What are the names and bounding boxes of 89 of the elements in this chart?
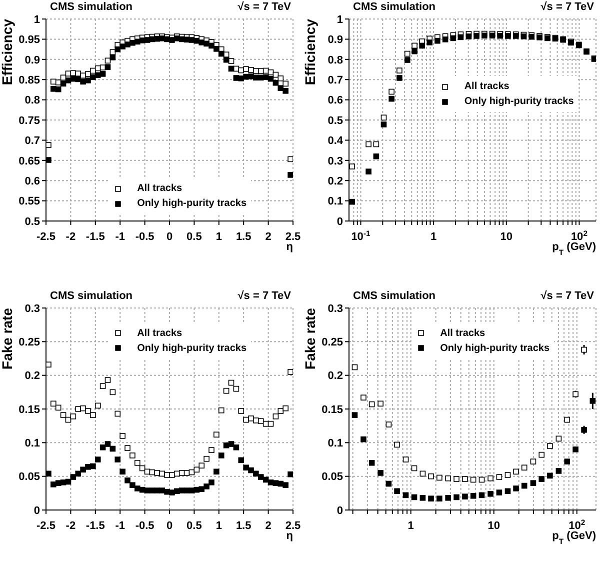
legend-label: Only high-purity tracks	[137, 342, 247, 354]
legend-label: Only high-purity tracks	[464, 96, 574, 107]
x-tick-label: 10$^{-1}$	[351, 228, 371, 243]
x-tick-label: -1.5	[86, 520, 105, 532]
y-tick-label: 0.05	[322, 470, 343, 483]
y-tick-label: 0	[34, 504, 40, 516]
x-tick-label: 1	[216, 231, 222, 243]
text: CMS simulation	[50, 290, 133, 302]
text: CMS simulation	[353, 290, 436, 302]
x-tick-label: 0.5	[186, 231, 202, 243]
text: √s = 7 TeV	[540, 1, 594, 13]
y-tick-label: 0.7	[24, 135, 40, 148]
y-tick-label: 0.05	[18, 470, 40, 483]
y-tick-label: 0.85	[18, 74, 40, 87]
y-tick-label: 0.5	[328, 114, 343, 127]
x-tick-label: 0	[166, 231, 173, 243]
y-tick-label: 0.25	[18, 336, 40, 348]
x-tick-label: 10	[500, 231, 513, 243]
y-axis-title: Fake rate	[302, 307, 318, 369]
x-tick-label: 2	[265, 520, 272, 532]
y-tick-label: 0.15	[322, 403, 343, 416]
y-tick-label: 0	[336, 504, 343, 516]
x-tick-label: 10$^{2}$	[568, 517, 586, 532]
x-tick-label: 2.5	[285, 520, 301, 532]
y-tick-label: 0.3	[24, 302, 40, 314]
x-tick-label: 0.5	[186, 520, 202, 532]
x-tick-label: -2	[66, 520, 76, 532]
x-tick-label: -2	[66, 231, 76, 243]
y-axis-title: Efficiency	[302, 18, 318, 86]
y-tick-label: 0.55	[18, 196, 40, 208]
y-tick-label: 0.95	[18, 34, 40, 46]
y-tick-label: 1	[336, 14, 343, 26]
y-tick-label: 0.8	[24, 94, 40, 107]
y-tick-label: 0.1	[328, 196, 343, 208]
text: √s = 7 TeV	[238, 1, 291, 13]
y-tick-label: 0.7	[328, 74, 343, 87]
y-tick-label: 0.75	[18, 114, 40, 127]
legend-label: All tracks	[464, 81, 510, 92]
legend-label: Only high-purity tracks	[137, 198, 247, 209]
x-tick-label: 10$^{2}$	[570, 228, 588, 243]
y-axis-title: Efficiency	[0, 18, 15, 86]
y-tick-label: 0.3	[328, 155, 343, 168]
text: √s = 7 TeV	[238, 290, 291, 302]
x-tick-label: 1	[430, 231, 437, 243]
y-tick-label: 0.4	[328, 135, 344, 148]
x-tick-label: -0.5	[135, 231, 154, 243]
y-tick-label: 0.2	[328, 370, 343, 382]
y-tick-label: 0.6	[328, 94, 343, 107]
y-tick-label: 0.9	[24, 54, 40, 66]
y-tick-label: 0.65	[18, 155, 40, 168]
x-tick-label: 1.5	[236, 231, 252, 243]
x-tick-label: -2.5	[36, 231, 56, 243]
x-tick-label: -1.5	[86, 231, 105, 243]
y-tick-label: 0.25	[322, 336, 343, 348]
x-tick-label: 2.5	[285, 231, 301, 243]
y-tick-label: 0.15	[18, 403, 40, 416]
x-tick-label: -1	[115, 231, 125, 243]
y-tick-label: 0.8	[328, 54, 343, 66]
x-axis-title: η	[286, 530, 294, 542]
y-tick-label: 0.3	[328, 302, 343, 314]
legend-label: All tracks	[137, 183, 182, 194]
x-tick-label: 2	[265, 231, 272, 243]
y-tick-label: 0.2	[328, 176, 343, 188]
x-tick-label: 1	[408, 520, 414, 532]
text: CMS simulation	[353, 1, 436, 13]
x-tick-label: -1	[115, 520, 125, 532]
x-tick-label: 0	[166, 520, 173, 532]
y-axis-title: Fake rate	[0, 307, 15, 369]
x-tick-label: 10	[488, 520, 500, 532]
y-tick-label: 0.9	[328, 34, 343, 46]
y-tick-label: 0.5	[24, 216, 40, 228]
x-axis-title: p$_{T}$ (GeV)	[552, 530, 596, 545]
text: CMS simulation	[50, 1, 133, 13]
x-axis-title: p$_{T}$ (GeV)	[552, 241, 596, 256]
legend-label: All tracks	[440, 328, 486, 338]
x-tick-label: -0.5	[135, 520, 154, 532]
text: √s = 7 TeV	[540, 290, 594, 302]
x-tick-label: -2.5	[36, 520, 56, 532]
y-tick-label: 0.6	[24, 176, 40, 188]
y-tick-label: 0.1	[328, 437, 343, 450]
x-axis-title: η	[286, 241, 294, 253]
y-tick-label: 0.2	[24, 370, 40, 382]
y-tick-label: 0.1	[24, 437, 40, 450]
legend-label: All tracks	[137, 328, 182, 338]
x-tick-label: 1.5	[236, 520, 252, 532]
legend-label: Only high-purity tracks	[440, 342, 550, 354]
y-tick-label: 0	[336, 216, 343, 228]
y-tick-label: 1	[34, 14, 40, 26]
x-tick-label: 1	[216, 520, 222, 532]
